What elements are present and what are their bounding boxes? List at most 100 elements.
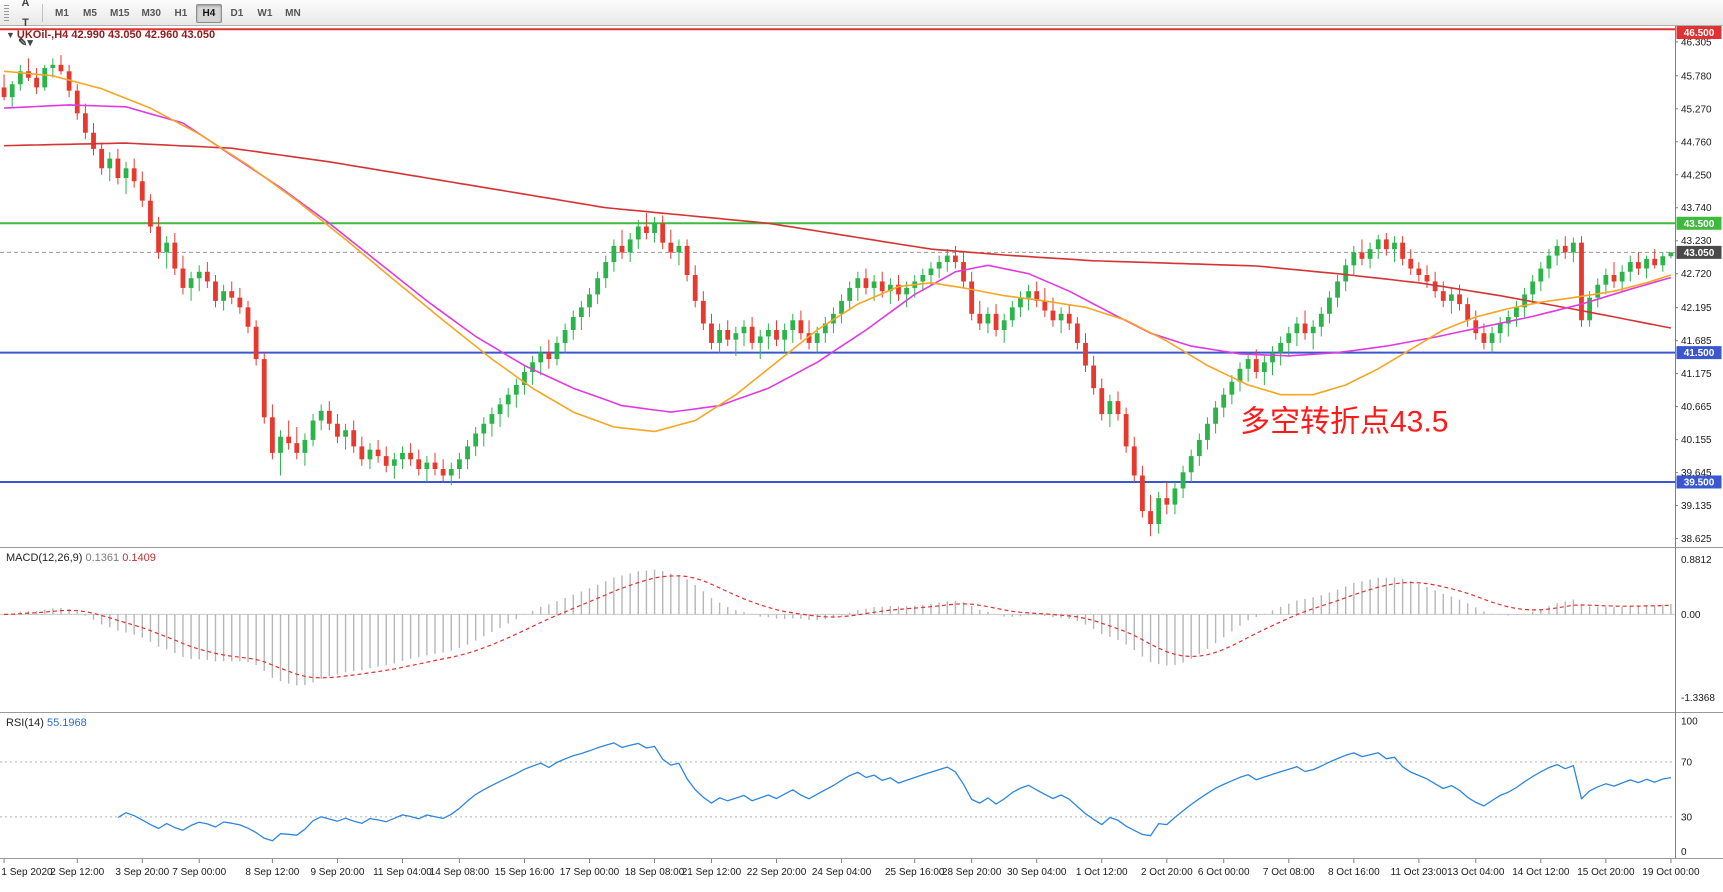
toolbar-drag-handle[interactable] [4,4,9,21]
ma-fast-orange-line [4,70,1672,433]
price-axis[interactable]: 46.305 45.780 45.270 44.760 44.250 43.740 43.2… [1675,26,1722,858]
svg-text:43.050: 43.050 [1684,248,1715,259]
price-tick-label: 44.250 [1681,170,1712,181]
time-tick-label: 6 Oct 00:00 [1198,867,1250,878]
macd-tick-label: 0.8812 [1681,555,1712,566]
rsi-label: RSI(14) 55.1968 [6,717,87,729]
svg-text:46.500: 46.500 [1684,28,1715,39]
price-level-lines[interactable] [0,28,1675,483]
price-tick-label: 43.230 [1681,236,1712,247]
price-tick-label: 38.625 [1681,534,1712,545]
svg-text:43.500: 43.500 [1684,219,1715,230]
macd-name: MACD(12,26,9) [6,552,83,564]
rsi-line [117,742,1672,842]
time-tick-label: 7 Sep 00:00 [172,867,226,878]
timeframe-m30-button[interactable]: M30 [136,4,165,23]
collapse-icon[interactable]: ▼ [6,30,15,40]
price-tick-label: 45.270 [1681,104,1712,115]
time-tick-label: 19 Oct 00:00 [1642,867,1700,878]
chart-svg[interactable]: 多空转折点43.546.30545.78045.27044.76044.2504… [0,26,1723,892]
timeframe-m5-button[interactable]: M5 [77,4,103,23]
timeframe-h1-button[interactable]: H1 [168,4,194,23]
time-tick-label: 30 Sep 04:00 [1007,867,1067,878]
objects-dropdown-button[interactable]: ✎▾ [14,33,37,53]
rsi-tick-label: 70 [1681,758,1693,769]
price-badge-43.050 [1676,245,1722,259]
symbol-label: UKOil-,H4 [16,29,69,41]
rsi-value: 55.1968 [46,717,87,729]
chart-title: ▼ UKOil-,H4 42.990 43.050 42.960 43.050 [6,29,215,41]
time-tick-label: 18 Sep 08:00 [625,867,685,878]
rsi-tick-label: 0 [1681,847,1687,858]
time-tick-label: 28 Sep 20:00 [942,867,1002,878]
price-badge-41.500 [1676,346,1722,360]
svg-text:39.500: 39.500 [1684,477,1715,488]
chart-canvas[interactable]: 多空转折点43.5 46.305 45.780 45.270 44.760 44.250 4… [0,26,1723,892]
annotation-text[interactable]: 多空转折点43.5 [1240,406,1448,439]
macd-tick-label: -1.3368 [1681,693,1715,704]
time-tick-label: 9 Sep 20:00 [310,867,364,878]
price-tick-label: 39.135 [1681,501,1712,512]
time-tick-label: 17 Sep 00:00 [560,867,620,878]
price-tick-label: 44.760 [1681,137,1712,148]
toolbar-separator [42,3,43,22]
price-tick-label: 39.645 [1681,468,1712,479]
price-tick-label: 45.780 [1681,71,1712,82]
timeframe-w1-button[interactable]: W1 [252,4,278,23]
tool-buttons-group: ▥AT✎▾ [14,0,37,53]
timeframe-buttons-group: M1 M5 M15 M30 H1 H4 D1 W1 MN [48,3,307,23]
price-badge-46.500 [1676,26,1722,39]
time-tick-label: 14 Sep 08:00 [430,867,490,878]
time-tick-label: 24 Sep 04:00 [812,867,872,878]
macd-signal-line [4,575,1671,679]
price-tick-label: 42.195 [1681,303,1712,314]
rsi-name: RSI(14) [6,717,44,729]
time-tick-label: 15 Oct 20:00 [1577,867,1635,878]
time-tick-label: 22 Sep 20:00 [747,867,807,878]
time-tick-label: 7 Oct 08:00 [1263,867,1315,878]
time-tick-label: 11 Oct 23:00 [1391,867,1448,878]
time-tick-label: 2 Oct 20:00 [1141,867,1193,878]
macd-histogram [11,569,1672,686]
timeframe-d1-button[interactable]: D1 [224,4,250,23]
time-tick-label: 11 Sep 04:00 [373,867,432,878]
ma-mid-magenta-line [4,104,1672,413]
svg-text:41.500: 41.500 [1684,348,1715,359]
ma-slow-red-line [4,142,1672,329]
price-tick-label: 40.155 [1681,435,1712,446]
timeframe-h4-button[interactable]: H4 [195,3,222,23]
time-tick-label: 13 Oct 04:00 [1447,867,1505,878]
price-badge-43.500 [1676,216,1722,230]
time-tick-label: 25 Sep 16:00 [885,867,945,878]
macd-tick-label: 0.00 [1681,610,1701,621]
timeframe-mn-button[interactable]: MN [280,4,306,23]
time-tick-label: 1 Oct 12:00 [1076,867,1128,878]
rsi-tick-label: 30 [1681,812,1693,823]
time-tick-label: 8 Sep 12:00 [245,867,299,878]
moving-average-lines: 多空转折点43.5 [4,70,1672,439]
timeframe-m1-button[interactable]: M1 [49,4,75,23]
price-tick-label: 40.665 [1681,402,1712,413]
time-tick-label: 15 Sep 16:00 [495,867,555,878]
price-badge-39.500 [1676,475,1722,489]
text-tool-button[interactable]: T [14,13,37,33]
price-tick-label: 46.305 [1681,37,1712,48]
price-tick-label: 42.720 [1681,269,1712,280]
time-tick-label: 1 Sep 2020 [1,867,53,878]
timeframe-m15-button[interactable]: M15 [105,4,134,23]
price-tick-label: 43.740 [1681,203,1712,214]
rsi-tick-label: 100 [1681,716,1698,727]
time-tick-label: 14 Oct 12:00 [1512,867,1570,878]
candles-layer [1,55,1674,537]
time-tick-label: 2 Sep 12:00 [50,867,104,878]
cursor-tool-button[interactable]: A [14,0,37,13]
macd-main-value: 0.1361 [85,552,120,564]
macd-label: MACD(12,26,9) 0.1361 0.1409 [6,552,156,564]
time-tick-label: 8 Oct 16:00 [1328,867,1380,878]
price-tick-label: 41.175 [1681,369,1712,380]
macd-signal-value: 0.1409 [122,552,156,564]
ohlc-values: 42.990 43.050 42.960 43.050 [71,29,216,41]
